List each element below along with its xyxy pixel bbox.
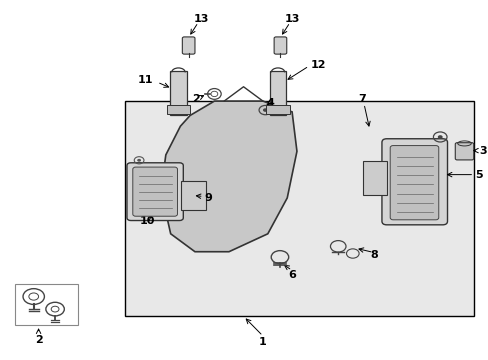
Bar	[124, 101, 473, 316]
FancyBboxPatch shape	[274, 37, 286, 54]
Text: 2: 2	[35, 334, 42, 345]
FancyBboxPatch shape	[266, 105, 289, 114]
Circle shape	[263, 108, 267, 112]
Text: 13: 13	[193, 14, 208, 24]
Bar	[15, 284, 78, 325]
Circle shape	[137, 159, 141, 162]
FancyBboxPatch shape	[170, 71, 186, 115]
Text: 5: 5	[474, 170, 482, 180]
Text: 8: 8	[370, 250, 378, 260]
Text: 9: 9	[203, 193, 212, 203]
Text: 4: 4	[266, 98, 274, 108]
FancyBboxPatch shape	[381, 139, 447, 225]
Text: 10: 10	[140, 216, 155, 226]
FancyBboxPatch shape	[133, 167, 177, 216]
FancyBboxPatch shape	[181, 181, 206, 210]
Text: 6: 6	[287, 270, 295, 280]
Text: 13: 13	[284, 14, 299, 24]
FancyBboxPatch shape	[362, 161, 386, 195]
FancyBboxPatch shape	[127, 163, 183, 221]
FancyBboxPatch shape	[454, 143, 473, 160]
Text: 1: 1	[259, 337, 266, 347]
FancyBboxPatch shape	[389, 145, 438, 220]
Text: 2: 2	[192, 94, 200, 104]
Polygon shape	[161, 101, 296, 252]
FancyBboxPatch shape	[166, 105, 190, 114]
Circle shape	[437, 135, 442, 139]
Text: 11: 11	[138, 75, 153, 85]
FancyBboxPatch shape	[182, 37, 195, 54]
Text: 7: 7	[358, 94, 366, 104]
FancyBboxPatch shape	[269, 71, 285, 115]
Text: 3: 3	[478, 145, 486, 156]
Text: 12: 12	[310, 60, 325, 70]
